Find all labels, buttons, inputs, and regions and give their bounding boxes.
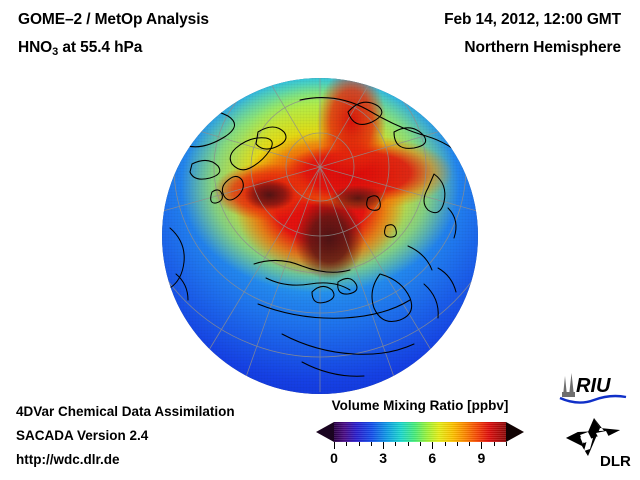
- colorbar-title: Volume Mixing Ratio [ppbv]: [331, 398, 509, 413]
- colorbar-minor-tick: [395, 442, 397, 446]
- species-prefix: HNO: [18, 39, 53, 56]
- datetime-label: Feb 14, 2012, 12:00 GMT: [444, 11, 621, 28]
- colorbar-tick-label: 9: [477, 450, 486, 466]
- colorbar-low-arrow-icon: [316, 422, 334, 442]
- riu-towers-icon: [562, 373, 575, 397]
- dlr-star-icon: [566, 418, 620, 456]
- globe-disc: [162, 78, 478, 394]
- species-subscript: 3: [52, 46, 59, 58]
- species-suffix: at 55.4 hPa: [58, 39, 143, 56]
- dlr-logo: DLR: [566, 418, 631, 470]
- species-subtitle: HNO3 at 55.4 hPa: [18, 39, 143, 58]
- colorbar: Volume Mixing Ratio [ppbv] 0 3 6 9: [313, 398, 527, 474]
- colorbar-tick-label: 6: [428, 450, 437, 466]
- colorbar-tick-labels: 0 3 6 9: [315, 450, 525, 470]
- colorbar-ticks: [315, 442, 525, 450]
- page-title: GOME–2 / MetOp Analysis: [18, 11, 209, 28]
- colorbar-minor-tick: [346, 442, 348, 446]
- footer-assimilation: 4DVar Chemical Data Assimilation: [16, 404, 235, 419]
- riu-logo: RIU: [559, 373, 627, 404]
- colorbar-minor-tick: [420, 442, 421, 446]
- colorbar-high-arrow-icon: [506, 422, 524, 442]
- colorbar-minor-tick: [407, 442, 409, 446]
- colorbar-bar: [315, 422, 525, 442]
- colorbar-minor-tick: [469, 442, 471, 446]
- footer-url[interactable]: http://wdc.dlr.de: [16, 452, 120, 467]
- polar-map: [162, 78, 478, 394]
- footer-version: SACADA Version 2.4: [16, 428, 149, 443]
- colorbar-major-tick: [334, 442, 335, 449]
- colorbar-major-tick: [383, 442, 385, 449]
- colorbar-major-tick: [481, 442, 483, 449]
- dlr-wordmark: DLR: [600, 453, 631, 470]
- riu-wordmark: RIU: [576, 375, 611, 397]
- colorbar-gradient: [334, 422, 506, 442]
- globe-limb-shading: [162, 78, 478, 394]
- colorbar-minor-tick: [358, 442, 360, 446]
- riu-wave-icon: [559, 394, 627, 404]
- colorbar-minor-tick: [493, 442, 495, 446]
- hemisphere-label: Northern Hemisphere: [464, 39, 621, 56]
- colorbar-tick-label: 3: [379, 450, 388, 466]
- colorbar-minor-tick: [370, 442, 372, 446]
- colorbar-minor-tick: [456, 442, 458, 446]
- colorbar-minor-tick: [444, 442, 446, 446]
- colorbar-tick-label: 0: [330, 450, 338, 466]
- colorbar-minor-tick: [506, 442, 507, 446]
- colorbar-major-tick: [432, 442, 434, 449]
